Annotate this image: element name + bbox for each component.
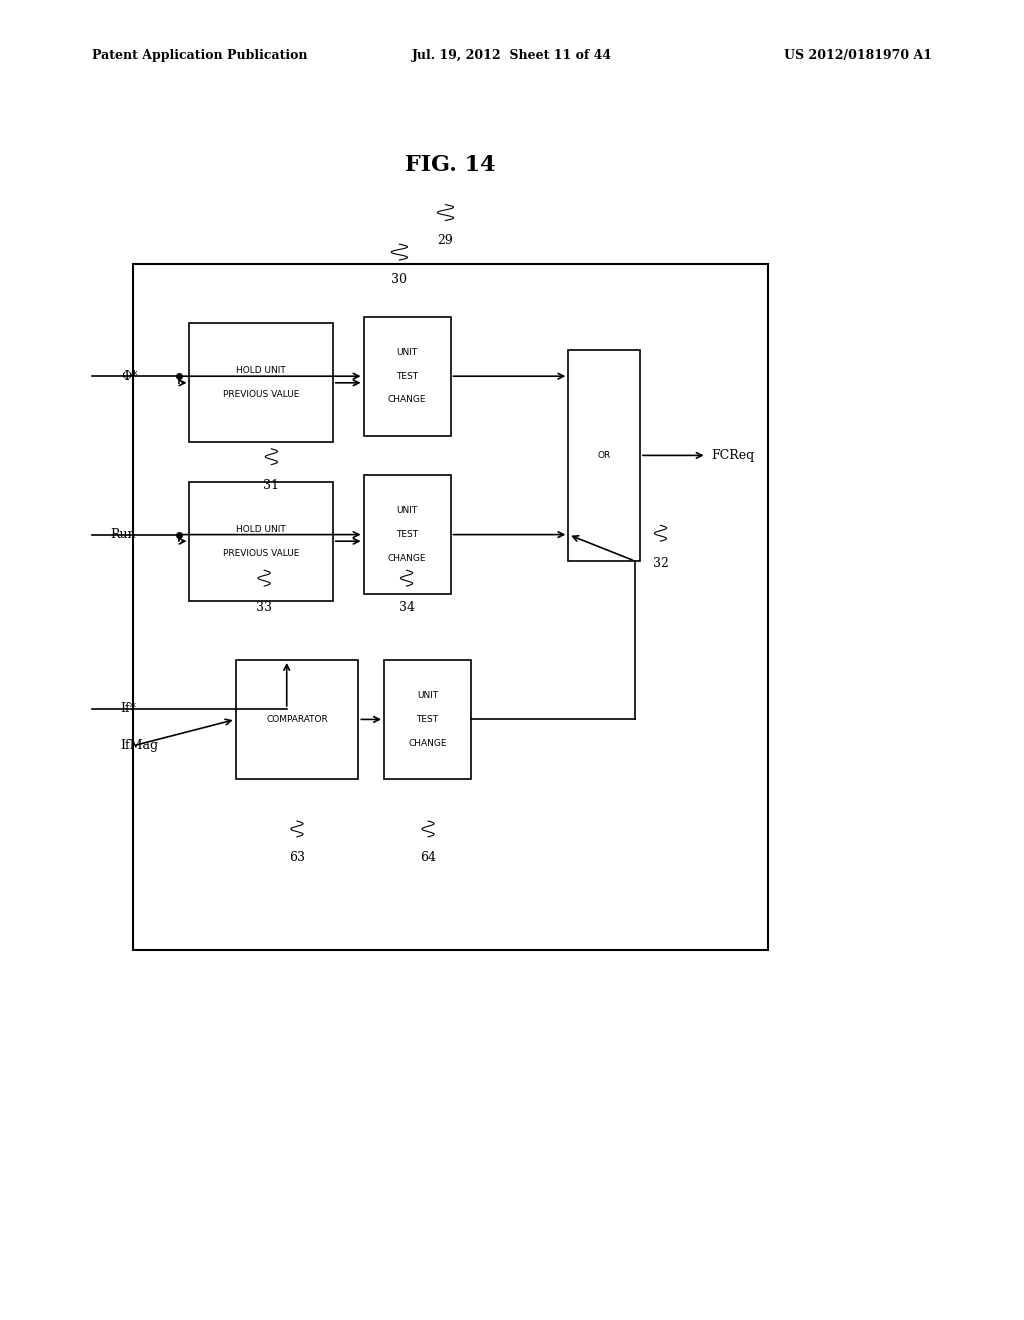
Text: 31: 31: [263, 479, 280, 492]
Text: If*: If*: [120, 702, 136, 715]
FancyBboxPatch shape: [384, 660, 471, 779]
Text: UNIT: UNIT: [417, 692, 438, 700]
FancyBboxPatch shape: [364, 317, 451, 436]
Text: 30: 30: [391, 273, 408, 286]
Text: 33: 33: [256, 601, 272, 614]
Text: FIG. 14: FIG. 14: [406, 154, 496, 176]
Text: UNIT: UNIT: [396, 507, 418, 515]
Text: HOLD UNIT: HOLD UNIT: [237, 525, 286, 533]
Text: TEST: TEST: [417, 715, 438, 723]
Text: PREVIOUS VALUE: PREVIOUS VALUE: [223, 549, 299, 557]
Text: Φ*: Φ*: [122, 370, 138, 383]
Text: Patent Application Publication: Patent Application Publication: [92, 49, 307, 62]
Text: FCReq: FCReq: [712, 449, 755, 462]
FancyBboxPatch shape: [189, 323, 333, 442]
Text: OR: OR: [598, 451, 610, 459]
Text: PREVIOUS VALUE: PREVIOUS VALUE: [223, 391, 299, 399]
FancyBboxPatch shape: [133, 264, 768, 950]
Text: CHANGE: CHANGE: [388, 396, 426, 404]
FancyBboxPatch shape: [189, 482, 333, 601]
FancyBboxPatch shape: [236, 660, 358, 779]
Text: 29: 29: [437, 234, 454, 247]
Text: US 2012/0181970 A1: US 2012/0181970 A1: [783, 49, 932, 62]
Text: 34: 34: [398, 601, 415, 614]
Text: Run: Run: [111, 528, 136, 541]
Text: UNIT: UNIT: [396, 348, 418, 356]
Text: IfMag: IfMag: [121, 739, 159, 752]
Text: 32: 32: [652, 557, 669, 570]
Text: HOLD UNIT: HOLD UNIT: [237, 367, 286, 375]
Text: CHANGE: CHANGE: [388, 554, 426, 562]
FancyBboxPatch shape: [364, 475, 451, 594]
Text: 64: 64: [420, 851, 436, 865]
Text: TEST: TEST: [396, 372, 418, 380]
FancyBboxPatch shape: [568, 350, 640, 561]
Text: 63: 63: [289, 851, 305, 865]
Text: COMPARATOR: COMPARATOR: [266, 715, 328, 723]
Text: CHANGE: CHANGE: [409, 739, 446, 747]
Text: TEST: TEST: [396, 531, 418, 539]
Text: Jul. 19, 2012  Sheet 11 of 44: Jul. 19, 2012 Sheet 11 of 44: [412, 49, 612, 62]
